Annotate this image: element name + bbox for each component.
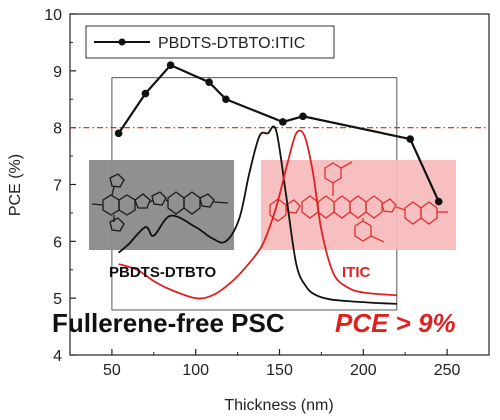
x-tick-label: 250 (434, 362, 461, 379)
y-tick-label: 8 (53, 121, 62, 138)
y-axis-ticks: 4 5 6 7 8 9 10 (44, 7, 76, 365)
x-axis-ticks: 50 100 150 200 250 (69, 349, 490, 379)
y-tick-label: 4 (53, 348, 62, 365)
pce-data-point (279, 118, 287, 126)
acceptor-structure-box (261, 160, 456, 250)
y-tick-label: 5 (53, 291, 62, 308)
legend-marker-sample (118, 38, 126, 46)
pce-data-point (299, 112, 307, 121)
legend-series-label: PBDTS-DTBTO:ITIC (158, 35, 305, 52)
pce-series-points (114, 61, 443, 206)
x-tick-label: 50 (103, 362, 121, 379)
donor-label: PBDTS-DTBTO (109, 264, 217, 281)
x-tick-label: 200 (350, 362, 377, 379)
legend: PBDTS-DTBTO:ITIC (85, 25, 335, 59)
headline-pce-text: PCE > 9% (335, 308, 456, 338)
donor-structure-panel (89, 160, 234, 250)
pce-data-point (222, 95, 230, 104)
x-tick-label: 100 (182, 362, 209, 379)
acceptor-molecule-icon (269, 161, 448, 243)
pce-data-point (406, 135, 415, 143)
y-tick-label: 6 (53, 234, 62, 251)
pce-data-point (434, 197, 443, 206)
y-axis-label: PCE (%) (7, 154, 24, 216)
y-tick-label: 9 (53, 64, 62, 81)
inset-black-curve (118, 125, 397, 305)
headline-text: Fullerene-free PSC (52, 308, 285, 338)
x-tick-label: 150 (266, 362, 293, 379)
pce-data-point (141, 89, 150, 98)
x-axis-label: Thickness (nm) (224, 397, 333, 414)
y-tick-label: 10 (44, 7, 62, 24)
inset-red-curve (118, 129, 397, 300)
y-tick-label: 7 (53, 178, 62, 195)
donor-molecule-icon (91, 173, 229, 232)
pce-data-point (114, 129, 123, 138)
pce-data-point (166, 61, 175, 69)
acceptor-structure-panel (261, 160, 456, 250)
pce-data-point (205, 78, 213, 86)
acceptor-label: ITIC (342, 264, 370, 281)
